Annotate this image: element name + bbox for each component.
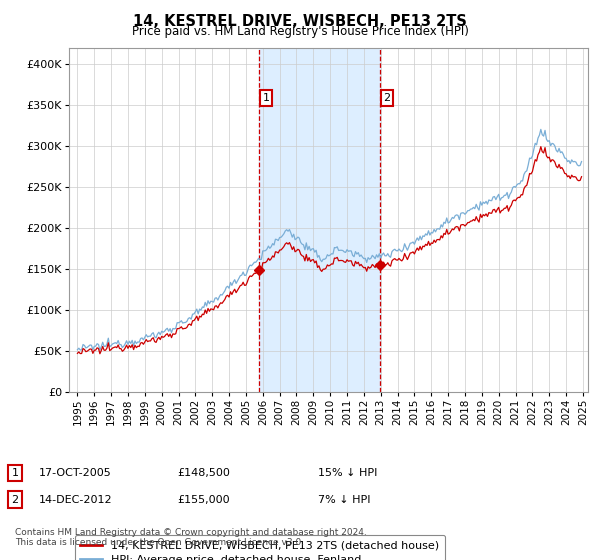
Text: 14-DEC-2012: 14-DEC-2012	[39, 494, 113, 505]
Text: £155,000: £155,000	[177, 494, 230, 505]
Text: £148,500: £148,500	[177, 468, 230, 478]
Legend: 14, KESTREL DRIVE, WISBECH, PE13 2TS (detached house), HPI: Average price, detac: 14, KESTREL DRIVE, WISBECH, PE13 2TS (de…	[74, 535, 445, 560]
Text: 15% ↓ HPI: 15% ↓ HPI	[318, 468, 377, 478]
Text: 1: 1	[11, 468, 19, 478]
Text: Price paid vs. HM Land Registry's House Price Index (HPI): Price paid vs. HM Land Registry's House …	[131, 25, 469, 38]
Bar	[259, 48, 380, 392]
Text: 2: 2	[383, 93, 391, 103]
Text: 17-OCT-2005: 17-OCT-2005	[39, 468, 112, 478]
Text: Contains HM Land Registry data © Crown copyright and database right 2024.
This d: Contains HM Land Registry data © Crown c…	[15, 528, 367, 547]
Text: 2: 2	[11, 494, 19, 505]
Text: 14, KESTREL DRIVE, WISBECH, PE13 2TS: 14, KESTREL DRIVE, WISBECH, PE13 2TS	[133, 14, 467, 29]
Text: 1: 1	[263, 93, 269, 103]
Text: 7% ↓ HPI: 7% ↓ HPI	[318, 494, 371, 505]
